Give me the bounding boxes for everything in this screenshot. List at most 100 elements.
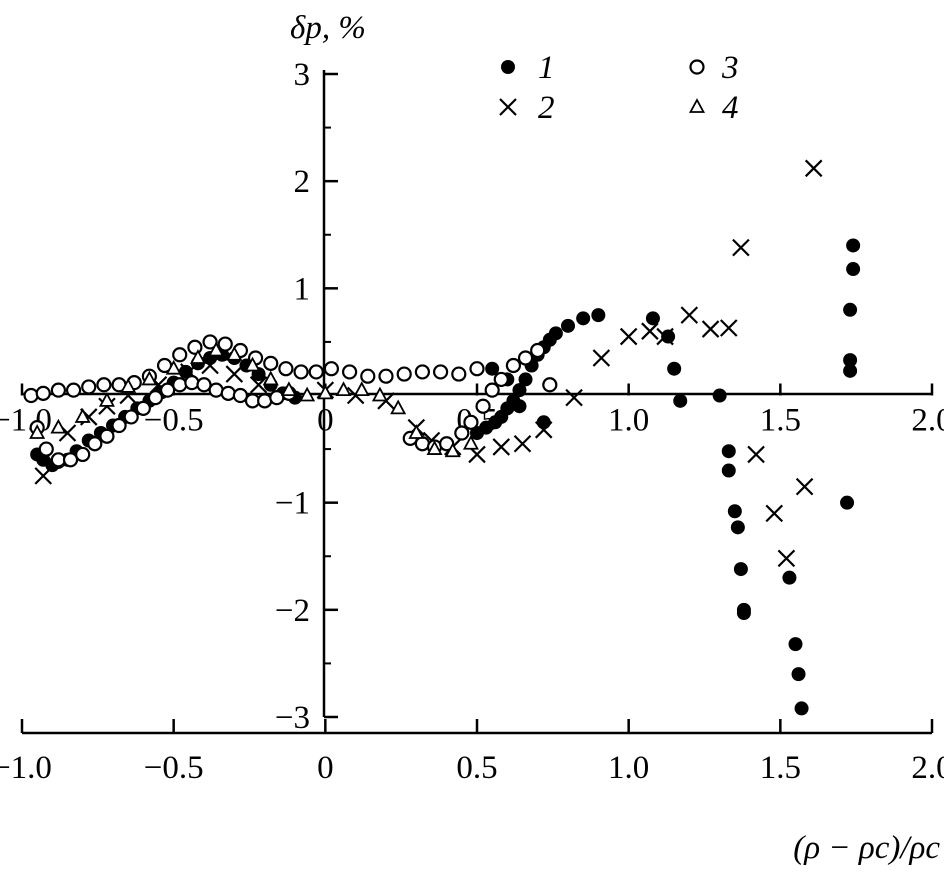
data-point-series-1 xyxy=(178,364,193,379)
data-point-series-2 xyxy=(201,356,219,375)
x-inner-tick-label: 2.0 xyxy=(911,403,944,439)
data-point-series-4 xyxy=(353,381,370,397)
data-point-series-3 xyxy=(232,387,248,404)
data-point-series-2 xyxy=(513,434,532,453)
data-point-series-1 xyxy=(788,637,803,652)
data-point-series-3 xyxy=(62,452,79,468)
data-point-series-1 xyxy=(733,562,748,577)
data-point-series-2 xyxy=(719,319,738,337)
data-point-series-3 xyxy=(96,377,112,393)
data-point-series-1 xyxy=(576,311,591,326)
data-point-series-3 xyxy=(530,342,546,359)
data-point-series-4 xyxy=(317,384,334,400)
x-inner-tick-label: 1.0 xyxy=(608,403,649,439)
data-point-series-3 xyxy=(172,347,188,363)
data-point-series-2 xyxy=(641,322,659,340)
x-bottom-tick-label: 1.5 xyxy=(760,750,801,786)
legend: 1 2 3 4 xyxy=(499,50,739,126)
data-point-series-2 xyxy=(249,376,268,394)
y-axis-title: δp, % xyxy=(290,10,366,46)
data-point-series-3 xyxy=(75,446,91,463)
data-point-series-1 xyxy=(667,361,682,376)
legend-label-1: 1 xyxy=(538,50,555,86)
data-point-series-1 xyxy=(846,262,861,277)
legend-label-4: 4 xyxy=(722,90,739,126)
data-point-series-1 xyxy=(791,667,806,682)
data-point-series-3 xyxy=(517,350,534,366)
data-point-series-3 xyxy=(469,361,485,377)
data-point-series-3 xyxy=(220,385,236,401)
data-point-series-2 xyxy=(656,327,674,346)
data-point-series-3 xyxy=(50,382,67,398)
data-point-series-2 xyxy=(225,365,244,383)
series-3 xyxy=(23,334,558,468)
data-point-series-4 xyxy=(444,442,461,458)
x-axis-title: (ρ − ρc)/ρc xyxy=(793,830,940,866)
data-point-series-3 xyxy=(396,366,412,382)
data-point-series-1 xyxy=(561,318,575,333)
data-point-series-1 xyxy=(645,311,660,326)
x-bottom-tick-label: 0.5 xyxy=(456,750,497,786)
data-point-series-4 xyxy=(98,391,115,407)
data-point-series-4 xyxy=(120,378,137,393)
series-2 xyxy=(34,159,823,568)
data-point-series-4 xyxy=(50,418,67,434)
data-point-series-1 xyxy=(794,701,809,716)
data-point-series-4 xyxy=(165,359,182,375)
x-bottom-tick-label: 0 xyxy=(317,750,334,786)
legend-label-2: 2 xyxy=(538,90,555,126)
data-point-series-2 xyxy=(534,421,553,439)
data-point-series-4 xyxy=(141,370,158,386)
data-point-series-3 xyxy=(454,425,470,441)
data-point-series-1 xyxy=(591,308,606,323)
data-point-series-1 xyxy=(512,399,527,414)
data-point-series-1 xyxy=(846,238,861,253)
data-point-series-3 xyxy=(484,382,500,398)
data-point-series-3 xyxy=(263,355,279,371)
data-point-series-1 xyxy=(843,302,858,317)
data-point-series-3 xyxy=(475,398,491,414)
legend-marker-3 xyxy=(689,59,705,75)
data-point-series-3 xyxy=(493,371,509,388)
data-point-series-2 xyxy=(747,445,765,464)
data-point-series-3 xyxy=(147,390,164,406)
data-point-series-3 xyxy=(208,382,224,398)
data-point-series-2 xyxy=(795,477,814,496)
data-point-series-1 xyxy=(727,504,742,519)
legend-label-3: 3 xyxy=(721,50,739,86)
data-point-series-3 xyxy=(111,417,127,434)
data-point-series-1 xyxy=(712,388,727,403)
data-point-series-3 xyxy=(184,375,200,391)
y-tick-label: 1 xyxy=(294,271,311,307)
data-point-series-4 xyxy=(299,386,316,402)
data-point-series-4 xyxy=(462,434,479,450)
data-point-series-2 xyxy=(732,238,750,257)
data-point-series-1 xyxy=(843,353,858,368)
data-point-series-3 xyxy=(99,428,115,444)
data-point-series-4 xyxy=(426,440,443,455)
data-point-series-2 xyxy=(565,388,583,407)
data-point-series-3 xyxy=(257,393,273,409)
x-bottom-tick-label: 1.0 xyxy=(608,750,649,786)
axis-ticks: −1.0−0.500.51.01.52.0−1.0−0.500.51.01.52… xyxy=(0,57,944,786)
data-point-series-4 xyxy=(189,349,206,364)
data-point-series-4 xyxy=(408,424,425,439)
data-point-series-3 xyxy=(160,382,176,398)
data-point-series-3 xyxy=(342,364,358,380)
data-point-series-3 xyxy=(87,436,103,452)
data-point-series-3 xyxy=(433,364,449,380)
y-tick-label: −1 xyxy=(275,486,310,522)
x-inner-tick-label: −0.5 xyxy=(144,403,204,439)
data-point-series-1 xyxy=(673,393,688,408)
data-point-series-4 xyxy=(280,381,297,397)
data-point-series-3 xyxy=(323,361,339,377)
data-point-series-3 xyxy=(172,377,188,393)
data-point-series-4 xyxy=(29,424,46,439)
legend-marker-2 xyxy=(499,98,517,116)
data-point-series-2 xyxy=(680,306,699,324)
data-point-series-4 xyxy=(74,408,91,423)
data-point-series-3 xyxy=(38,441,54,457)
data-point-series-4 xyxy=(371,386,388,402)
data-point-series-3 xyxy=(505,357,522,374)
data-point-series-3 xyxy=(463,414,479,430)
